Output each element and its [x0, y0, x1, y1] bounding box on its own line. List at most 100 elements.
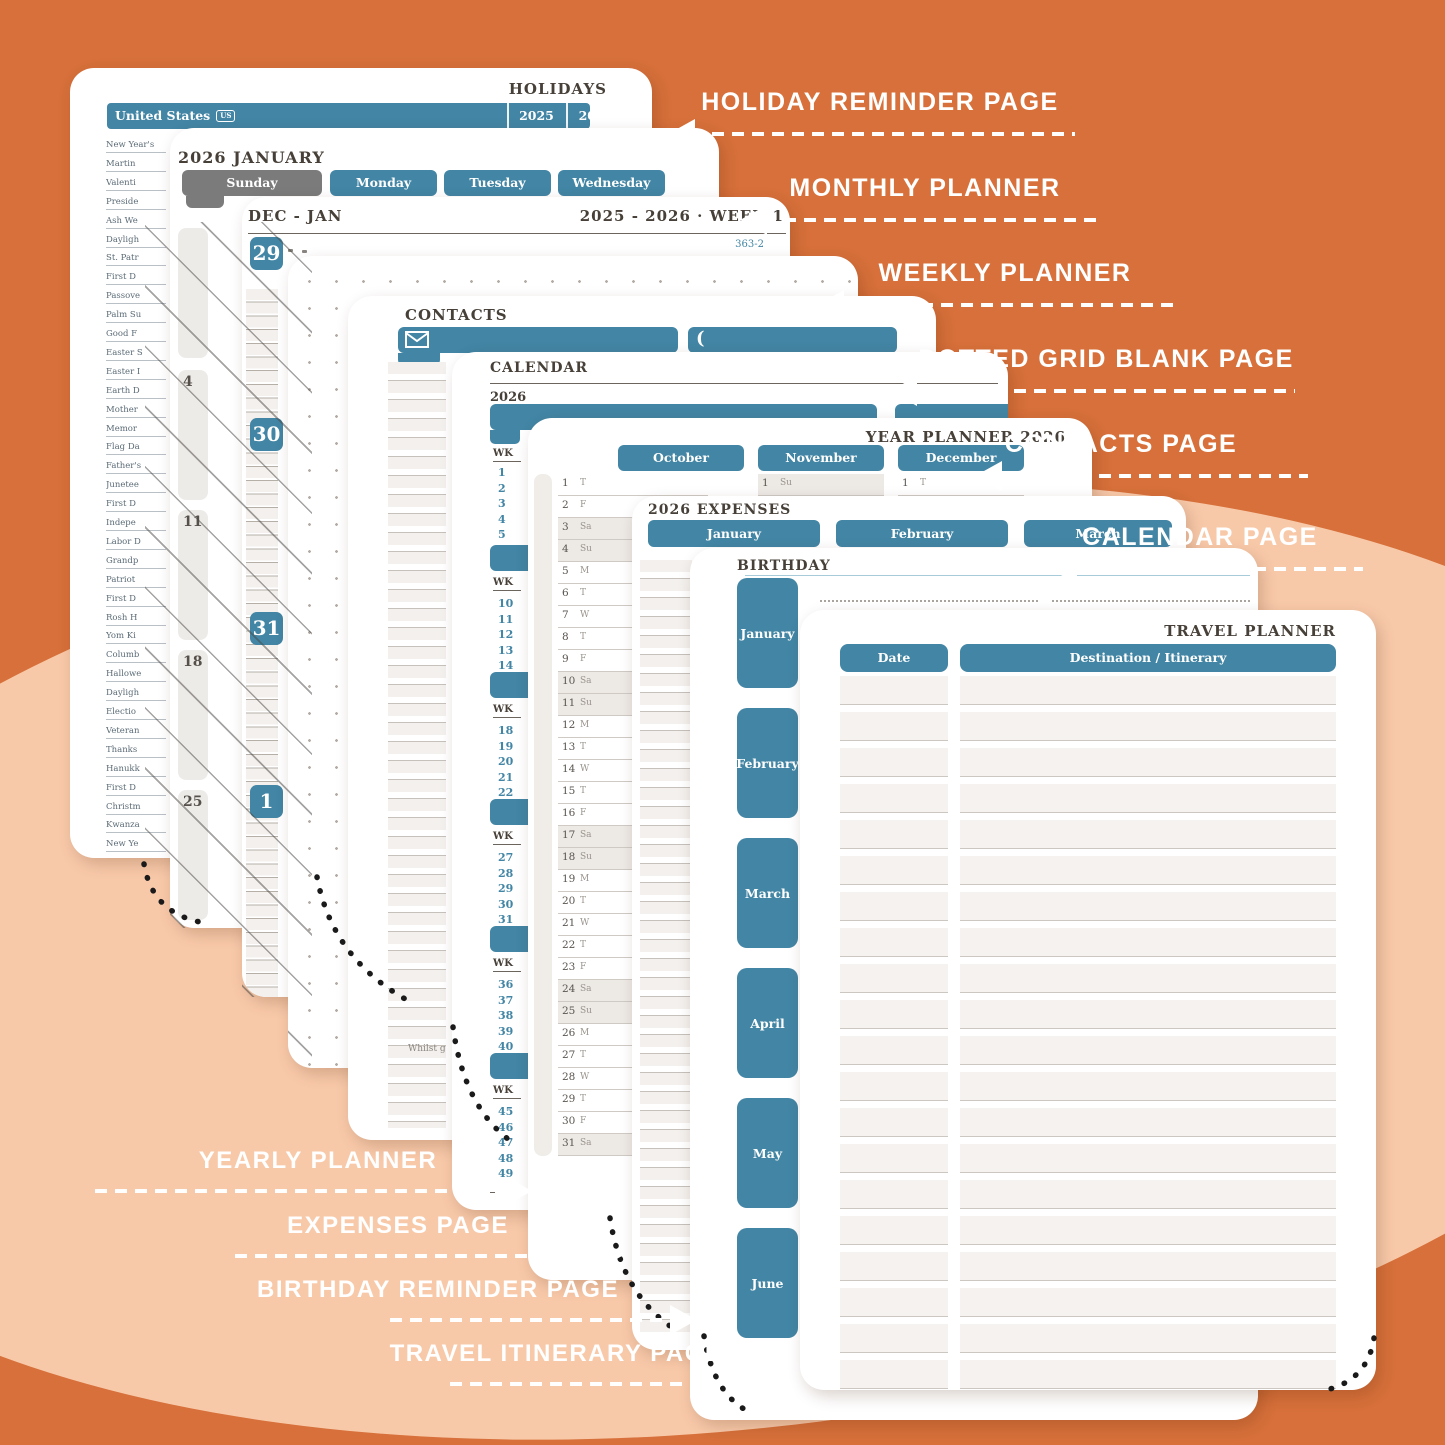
week-number: 38 — [498, 1009, 514, 1022]
day-letter: M — [580, 1028, 590, 1038]
destination-cell — [960, 1288, 1336, 1317]
day-letter: T — [580, 786, 587, 796]
day-number: 10 — [562, 675, 576, 687]
day-letter: W — [580, 1072, 590, 1082]
callout-label: TRAVEL ITINERARY PAGE — [389, 1340, 723, 1367]
month-tab: April — [737, 968, 798, 1078]
title-rule — [248, 233, 786, 234]
holiday-name: Easter I — [106, 367, 166, 380]
day-number: 1 — [902, 477, 909, 489]
week-number: 12 — [498, 628, 514, 641]
holiday-row: Palm Su — [106, 308, 236, 327]
destination-cell — [960, 1216, 1336, 1245]
phone-icon: ( — [696, 328, 705, 349]
day-number: 2 — [562, 499, 569, 511]
year-column-2026: 2026 — [566, 103, 590, 129]
destination-cell — [960, 712, 1336, 741]
callout-dashed-line — [450, 1382, 765, 1386]
dotted-line-2 — [1052, 600, 1250, 602]
holiday-row: Easter I — [106, 365, 236, 384]
week-number: 14 — [498, 659, 514, 672]
holiday-row: Electio — [106, 705, 236, 724]
day-number: 29 — [562, 1093, 576, 1105]
page-title: YEAR PLANNER 2026 — [865, 428, 1066, 446]
week-number: 39 — [498, 1024, 514, 1038]
date-cell — [840, 1072, 948, 1101]
holiday-name: Earth D — [106, 386, 166, 399]
week-number: 2 — [498, 481, 506, 495]
arrow-right-icon — [670, 1305, 697, 1335]
month-bar-tab — [490, 430, 520, 444]
callout-dashed-line — [841, 303, 1175, 307]
page-title: CALENDAR — [490, 360, 588, 376]
day-letter: W — [580, 918, 590, 928]
day-number: 8 — [562, 631, 569, 643]
holiday-row: Yom Ki — [106, 629, 236, 648]
holiday-name: Hanukk — [106, 764, 166, 777]
day-letter: T — [920, 478, 927, 488]
arrow-right-icon — [595, 1241, 622, 1271]
destination-cell — [960, 856, 1336, 885]
weekday-header: Tuesday — [444, 170, 551, 196]
left-margin-bar — [534, 474, 552, 1156]
holiday-row: First D — [106, 497, 236, 516]
holiday-row: Flag Da — [106, 440, 236, 459]
week-number: 29 — [498, 882, 514, 895]
day-number: 28 — [562, 1071, 576, 1083]
arrow-left-icon — [890, 376, 917, 406]
holiday-name: Christm — [106, 802, 166, 815]
day-letter: W — [580, 764, 590, 774]
holiday-name: Labor D — [106, 537, 166, 550]
holiday-row: Mother — [106, 403, 236, 422]
holiday-name: New Year's — [106, 140, 166, 153]
callout-label: DOTTED GRID BLANK PAGE — [918, 345, 1294, 373]
week-number: 4 — [498, 512, 506, 526]
holiday-name: New Ye — [106, 839, 166, 853]
holiday-name: Columb — [106, 650, 166, 664]
holiday-row: Indepe — [106, 516, 236, 535]
holiday-name: Memor — [106, 424, 166, 437]
date-column-header: Date — [840, 644, 948, 672]
holiday-name: Martin — [106, 159, 166, 172]
day-letter: F — [580, 654, 587, 664]
date-cell — [840, 856, 948, 885]
callout-dashed-line — [390, 1318, 670, 1322]
sunday-column-tab — [186, 196, 224, 208]
holiday-name: Palm Su — [106, 310, 166, 324]
page-number: 363-2 — [735, 239, 764, 250]
day-letter: Sa — [580, 522, 592, 532]
callout-label: YEARLY PLANNER — [198, 1147, 438, 1174]
destination-cell — [960, 1108, 1336, 1137]
day-number: 25 — [562, 1005, 576, 1017]
day-number: 3 — [562, 521, 569, 533]
holiday-row: Dayligh — [106, 686, 236, 705]
holiday-row: Labor D — [106, 535, 236, 554]
holiday-name: Preside — [106, 197, 166, 210]
month-tab: January — [737, 578, 798, 688]
page-title: 2026 JANUARY — [178, 148, 325, 167]
month-tab: February — [736, 708, 799, 818]
day-letter: M — [580, 566, 590, 576]
holiday-name: Yom Ki — [106, 631, 166, 645]
holiday-row: Earth D — [106, 384, 236, 403]
weekday-header: Monday — [330, 170, 437, 196]
holiday-row: Kwanza — [106, 818, 236, 837]
holiday-name: Ash We — [106, 216, 166, 229]
holiday-name: Veteran — [106, 726, 166, 739]
holiday-row: First D — [106, 592, 236, 611]
week-number: 46 — [498, 1120, 514, 1134]
holiday-name: Junetee — [106, 480, 166, 494]
day-letter: W — [580, 610, 590, 620]
country-header-bar: United States US 2025 2026 — [107, 103, 590, 129]
day-number: 24 — [562, 983, 576, 995]
destination-cell — [960, 1324, 1336, 1353]
arrow-right-icon — [765, 1369, 792, 1399]
day-number: 9 — [562, 653, 569, 665]
holiday-name: St. Patr — [106, 253, 166, 267]
contact-rows — [388, 362, 446, 1128]
page-title: BIRTHDAY — [737, 558, 831, 574]
callout-dashed-line — [764, 218, 1100, 222]
destination-cell — [960, 820, 1336, 849]
date-cell — [840, 748, 948, 777]
date-cell — [840, 1324, 948, 1353]
